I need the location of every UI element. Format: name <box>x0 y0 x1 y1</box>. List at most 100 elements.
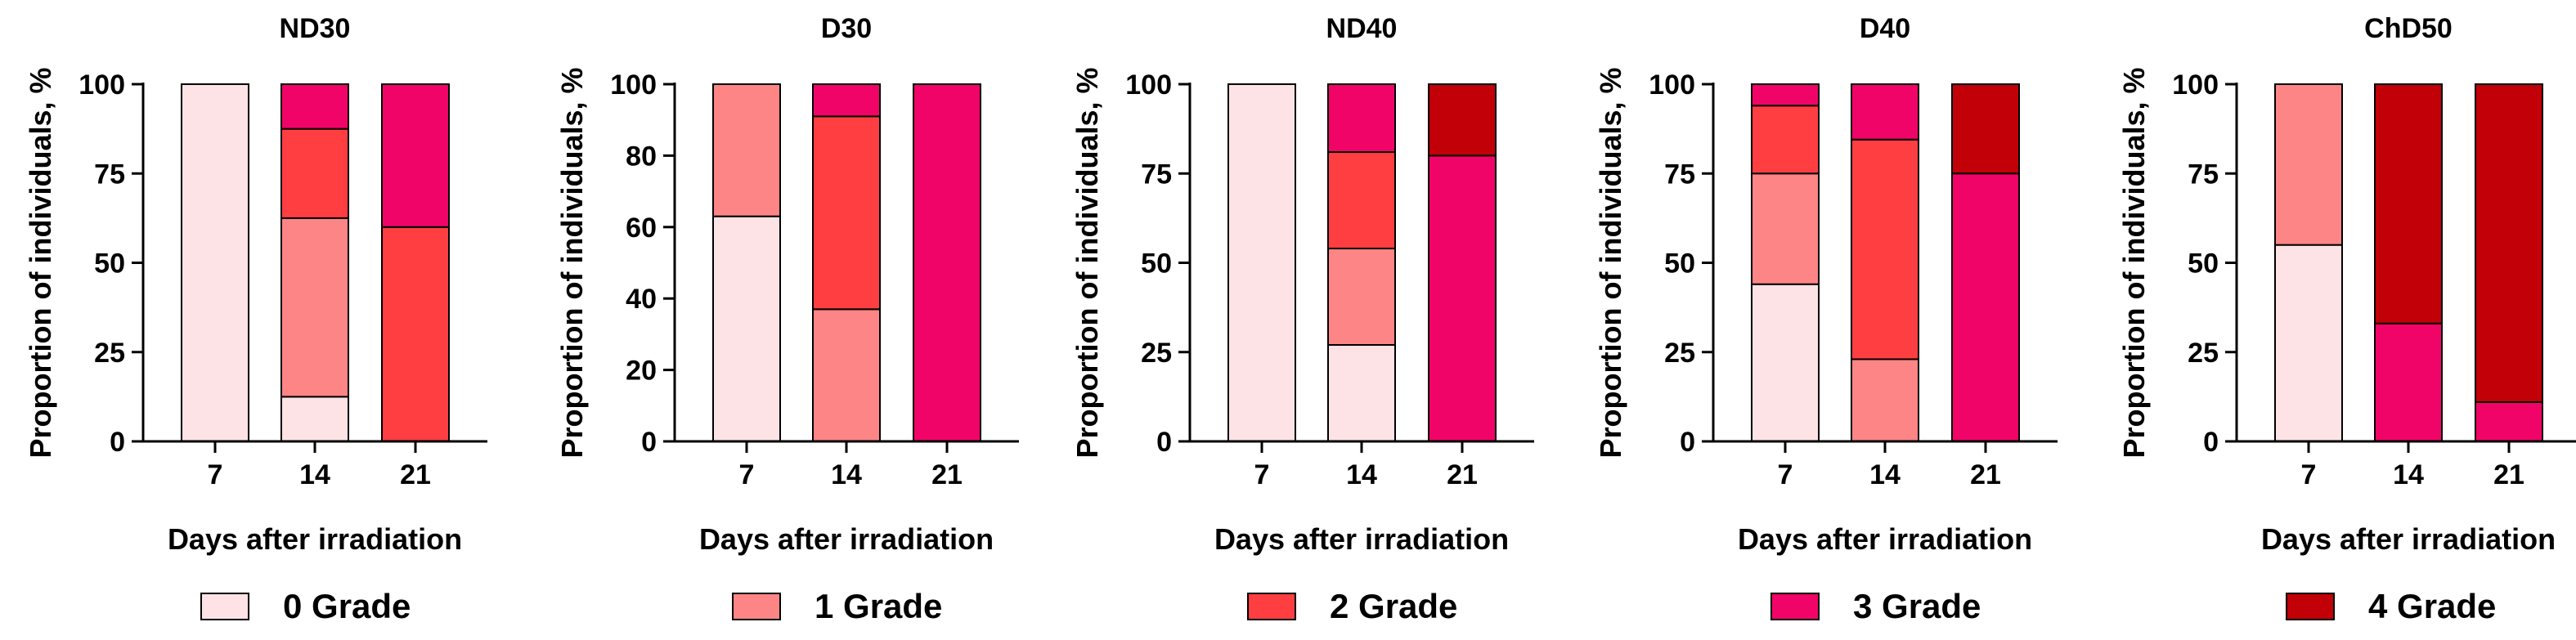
legend: 0 Grade 1 Grade 2 Grade 3 Grade 4 Grade <box>200 587 2496 625</box>
y-tick-label: 75 <box>2188 159 2219 190</box>
bar-segment-day21-3grade <box>1428 154 1497 442</box>
legend-label: 4 Grade <box>2368 587 2496 625</box>
bar-segment-day21-4grade <box>1428 83 1497 157</box>
y-tick-label: 50 <box>94 248 125 280</box>
x-axis-label: Days after irradiation <box>1738 522 2032 556</box>
y-tick-label: 80 <box>626 141 657 172</box>
chart-panel-chd50: ChD50 Proportion of individuals, % Days af… <box>2117 13 2576 556</box>
bar-segment-day7-0grade <box>712 215 781 442</box>
y-tick-label: 50 <box>1664 248 1695 280</box>
y-tick-label: 20 <box>626 356 657 387</box>
x-tick-label: 7 <box>208 459 223 490</box>
bar-segment-day14-3grade <box>2374 322 2443 443</box>
chart-panel-d40: D40 Proportion of individuals, % Days afte… <box>1594 13 2058 556</box>
bar-segment-day14-1grade <box>1851 358 1919 442</box>
legend-label: 3 Grade <box>1853 587 1981 625</box>
bar-segment-day7-1grade <box>1751 172 1820 285</box>
x-tick-label: 14 <box>2393 459 2424 490</box>
x-axis-label: Days after irradiation <box>2261 522 2556 556</box>
chart-title: D30 <box>821 13 872 44</box>
y-tick-label: 75 <box>1141 159 1172 190</box>
y-tick-label: 60 <box>626 213 657 244</box>
y-axis-label: Proportion of individuals, % <box>1070 67 1104 458</box>
bar-segment-day14-3grade <box>280 83 349 130</box>
bar-segment-day14-4grade <box>2374 83 2443 324</box>
y-tick-label: 100 <box>2172 69 2219 101</box>
y-tick-label: 0 <box>110 427 125 458</box>
bar-segment-day14-3grade <box>1851 83 1919 141</box>
bar-segment-day7-1grade <box>2274 83 2343 246</box>
x-tick-label: 7 <box>739 459 755 490</box>
bar-segment-day7-1grade <box>712 83 781 217</box>
x-tick-label: 21 <box>1970 459 2001 490</box>
bar-segment-day14-2grade <box>1327 151 1396 250</box>
bar-segment-day21-3grade <box>913 83 981 442</box>
chart-title: D40 <box>1860 13 1910 44</box>
bar-segment-day21-3grade <box>2475 401 2543 442</box>
bar-segment-day21-3grade <box>381 83 450 228</box>
chart-title: ChD50 <box>2364 13 2453 44</box>
bar-segment-day7-0grade <box>1227 83 1296 442</box>
x-axis-label: Days after irradiation <box>168 522 462 556</box>
legend-swatch-1grade <box>732 593 781 620</box>
x-tick-label: 14 <box>831 459 862 490</box>
y-tick-label: 25 <box>2188 338 2219 369</box>
y-tick-label: 0 <box>1156 427 1172 458</box>
y-axis-label: Proportion of individuals, % <box>2117 67 2151 458</box>
x-tick-label: 14 <box>1346 459 1377 490</box>
legend-label: 2 Grade <box>1330 587 1457 625</box>
y-tick-label: 25 <box>1141 338 1172 369</box>
bar-segment-day14-3grade <box>812 83 881 118</box>
y-tick-label: 100 <box>79 69 125 101</box>
bar-segment-day14-1grade <box>280 217 349 398</box>
bar-segment-day14-2grade <box>1851 138 1919 360</box>
x-axis-label: Days after irradiation <box>699 522 994 556</box>
x-tick-label: 7 <box>2301 459 2317 490</box>
x-tick-label: 7 <box>1254 459 1270 490</box>
y-tick-label: 25 <box>94 338 125 369</box>
legend-swatch-3grade <box>1770 593 1820 620</box>
x-axis-label: Days after irradiation <box>1214 522 1509 556</box>
y-tick-label: 0 <box>641 427 657 458</box>
y-tick-label: 25 <box>1664 338 1695 369</box>
chart-panel-nd40: ND40 Proportion of individuals, % Days aft… <box>1070 13 1534 556</box>
bar-segment-day14-2grade <box>280 128 349 219</box>
bar-segment-day14-0grade <box>1327 344 1396 443</box>
x-tick-label: 14 <box>1869 459 1901 490</box>
y-tick-label: 100 <box>1649 69 1695 101</box>
bar-segment-day14-1grade <box>812 308 881 442</box>
bar-segment-day14-1grade <box>1327 248 1396 347</box>
bar-segment-day14-2grade <box>812 115 881 311</box>
y-axis-label: Proportion of individuals, % <box>555 67 589 458</box>
bar-segment-day21-2grade <box>381 226 450 442</box>
bar-segment-day7-0grade <box>181 83 249 442</box>
bar-segment-day21-4grade <box>1951 83 2020 175</box>
y-tick-label: 100 <box>610 69 657 101</box>
y-tick-label: 75 <box>94 159 125 190</box>
legend-label: 1 Grade <box>815 587 942 625</box>
bar-segment-day21-3grade <box>1951 172 2020 442</box>
x-tick-label: 7 <box>1778 459 1793 490</box>
bar-segment-day14-0grade <box>280 396 349 442</box>
x-tick-label: 21 <box>931 459 963 490</box>
y-tick-label: 100 <box>1125 69 1172 101</box>
y-tick-label: 0 <box>1680 427 1695 458</box>
y-axis-label: Proportion of individuals, % <box>24 67 57 458</box>
y-tick-label: 40 <box>626 284 657 315</box>
chart-panel-nd30: ND30 Proportion of individuals, % Days aft… <box>24 13 487 556</box>
bar-segment-day7-2grade <box>1751 105 1820 175</box>
chart-title: ND40 <box>1326 13 1398 44</box>
y-axis-label: Proportion of individuals, % <box>1594 67 1627 458</box>
legend-label: 0 Grade <box>283 587 411 625</box>
y-tick-label: 0 <box>2203 427 2219 458</box>
x-tick-label: 21 <box>1447 459 1478 490</box>
y-tick-label: 50 <box>2188 248 2219 280</box>
x-tick-label: 21 <box>2493 459 2524 490</box>
bar-segment-day7-0grade <box>2274 244 2343 442</box>
legend-swatch-2grade <box>1247 593 1296 620</box>
x-tick-label: 21 <box>400 459 431 490</box>
y-tick-label: 75 <box>1664 159 1695 190</box>
bar-segment-day14-3grade <box>1327 83 1396 154</box>
chart-panel-d30: D30 Proportion of individuals, % Days afte… <box>555 13 1019 556</box>
